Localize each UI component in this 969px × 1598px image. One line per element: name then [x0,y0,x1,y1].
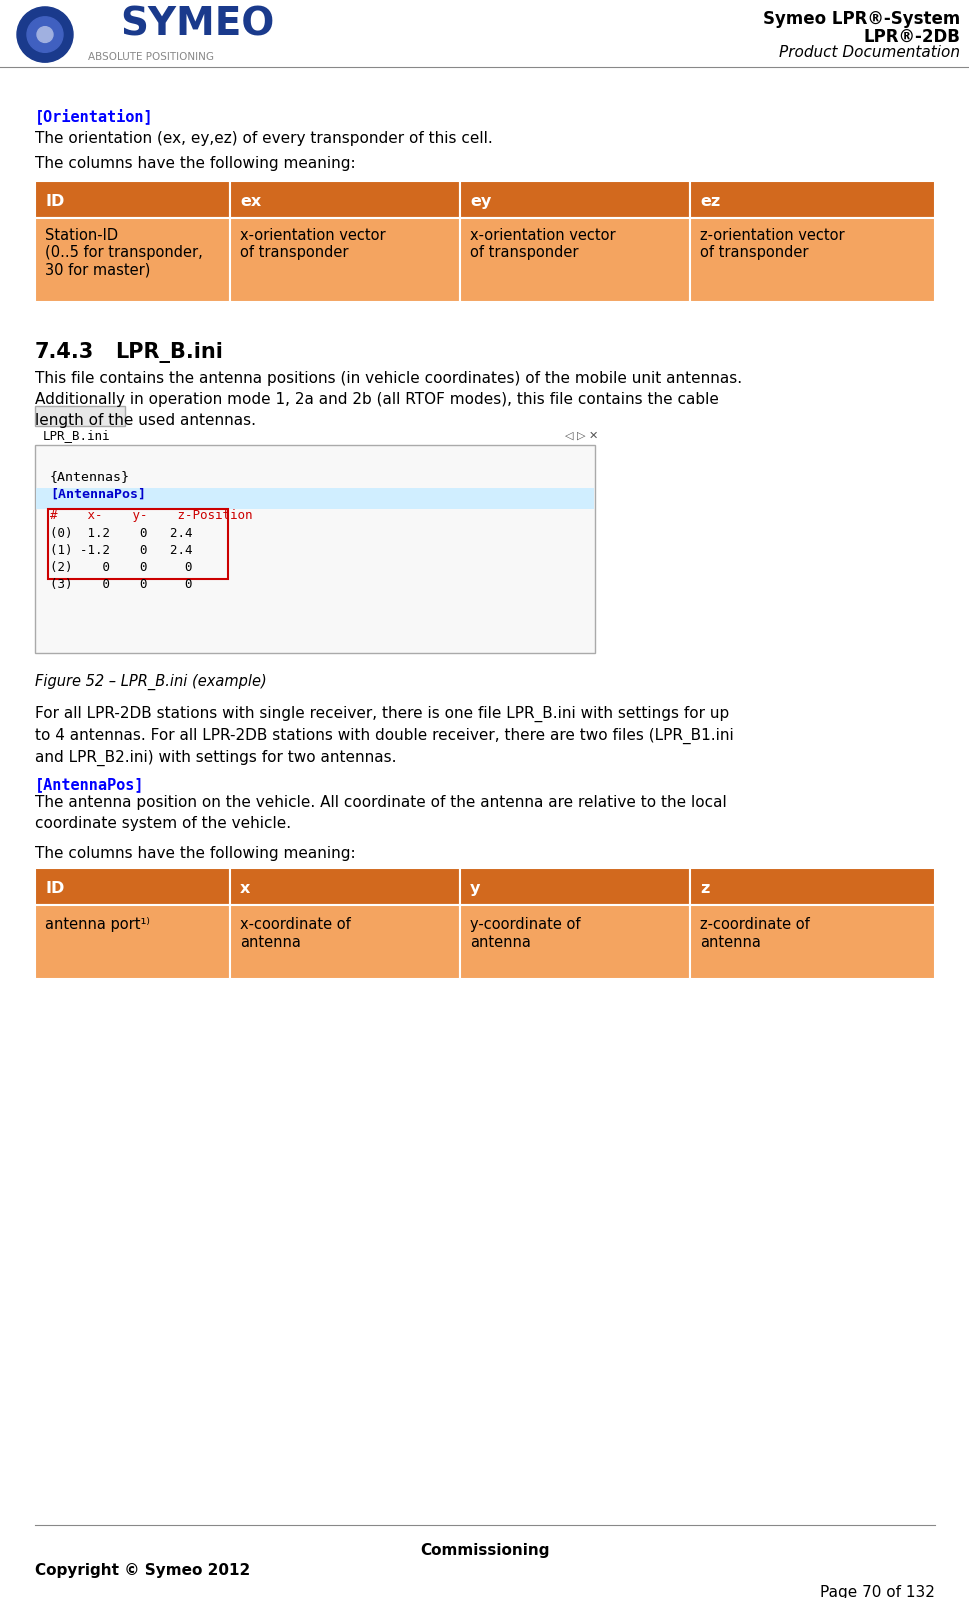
Text: SYMEO: SYMEO [120,6,274,43]
Text: LPR®-2DB: LPR®-2DB [862,27,959,46]
FancyBboxPatch shape [230,906,459,980]
Text: z-coordinate of
antenna: z-coordinate of antenna [700,917,809,949]
Text: This file contains the antenna positions (in vehicle coordinates) of the mobile : This file contains the antenna positions… [35,371,741,428]
Text: (0)  1.2    0   2.4: (0) 1.2 0 2.4 [50,527,192,540]
Text: Product Documentation: Product Documentation [778,45,959,61]
Text: z: z [700,880,708,896]
Text: x-coordinate of
antenna: x-coordinate of antenna [239,917,351,949]
Text: z-orientation vector
of transponder: z-orientation vector of transponder [700,229,844,260]
Circle shape [27,18,63,53]
Text: #    x-    y-    z-Position: # x- y- z-Position [50,510,252,523]
FancyBboxPatch shape [689,181,934,219]
Text: The antenna position on the vehicle. All coordinate of the antenna are relative : The antenna position on the vehicle. All… [35,794,726,831]
Text: (1) -1.2    0   2.4: (1) -1.2 0 2.4 [50,543,192,558]
FancyBboxPatch shape [230,868,459,906]
FancyBboxPatch shape [459,181,689,219]
FancyBboxPatch shape [35,181,230,219]
Text: ID: ID [45,880,64,896]
Text: y-coordinate of
antenna: y-coordinate of antenna [470,917,579,949]
FancyBboxPatch shape [35,868,230,906]
Text: Station-ID
(0..5 for transponder,
30 for master): Station-ID (0..5 for transponder, 30 for… [45,229,203,278]
Text: {Antennas}: {Antennas} [50,470,130,483]
Text: y: y [470,880,480,896]
Text: Copyright © Symeo 2012: Copyright © Symeo 2012 [35,1563,250,1577]
Text: Figure 52 – LPR_B.ini (example): Figure 52 – LPR_B.ini (example) [35,674,266,690]
Text: [Orientation]: [Orientation] [35,109,153,125]
Text: ez: ez [700,193,720,209]
Text: x-orientation vector
of transponder: x-orientation vector of transponder [239,229,386,260]
Text: Page 70 of 132: Page 70 of 132 [819,1585,934,1598]
Text: ◁ ▷ ✕: ◁ ▷ ✕ [564,430,598,441]
Text: ABSOLUTE POSITIONING: ABSOLUTE POSITIONING [88,53,214,62]
FancyBboxPatch shape [230,181,459,219]
Text: The orientation (ex, ey,ez) of every transponder of this cell.: The orientation (ex, ey,ez) of every tra… [35,131,492,147]
Text: Symeo LPR®-System: Symeo LPR®-System [762,10,959,27]
Text: ex: ex [239,193,261,209]
FancyBboxPatch shape [35,219,230,302]
Text: antenna port¹⁾: antenna port¹⁾ [45,917,150,932]
Text: For all LPR-2DB stations with single receiver, there is one file LPR_B.ini with : For all LPR-2DB stations with single rec… [35,706,733,767]
FancyBboxPatch shape [689,219,934,302]
FancyBboxPatch shape [35,446,594,652]
Text: x: x [239,880,250,896]
Text: [AntennaPos]: [AntennaPos] [50,487,146,500]
FancyBboxPatch shape [35,406,125,425]
Text: (2)    0    0     0: (2) 0 0 0 [50,561,192,574]
FancyBboxPatch shape [36,487,593,510]
FancyBboxPatch shape [459,219,689,302]
Text: Commissioning: Commissioning [420,1544,549,1558]
Circle shape [37,27,53,43]
FancyBboxPatch shape [689,868,934,906]
Text: The columns have the following meaning:: The columns have the following meaning: [35,845,356,861]
Text: ey: ey [470,193,490,209]
Text: LPR_B.ini: LPR_B.ini [43,428,110,443]
FancyBboxPatch shape [230,219,459,302]
Text: [AntennaPos]: [AntennaPos] [35,777,144,793]
FancyBboxPatch shape [35,906,230,980]
Text: The columns have the following meaning:: The columns have the following meaning: [35,157,356,171]
Text: 7.4.3: 7.4.3 [35,342,94,361]
Text: (3)    0    0     0: (3) 0 0 0 [50,577,192,591]
Circle shape [17,6,73,62]
Text: ID: ID [45,193,64,209]
FancyBboxPatch shape [459,906,689,980]
FancyBboxPatch shape [689,906,934,980]
FancyBboxPatch shape [459,868,689,906]
Text: x-orientation vector
of transponder: x-orientation vector of transponder [470,229,615,260]
Text: LPR_B.ini: LPR_B.ini [115,342,223,363]
